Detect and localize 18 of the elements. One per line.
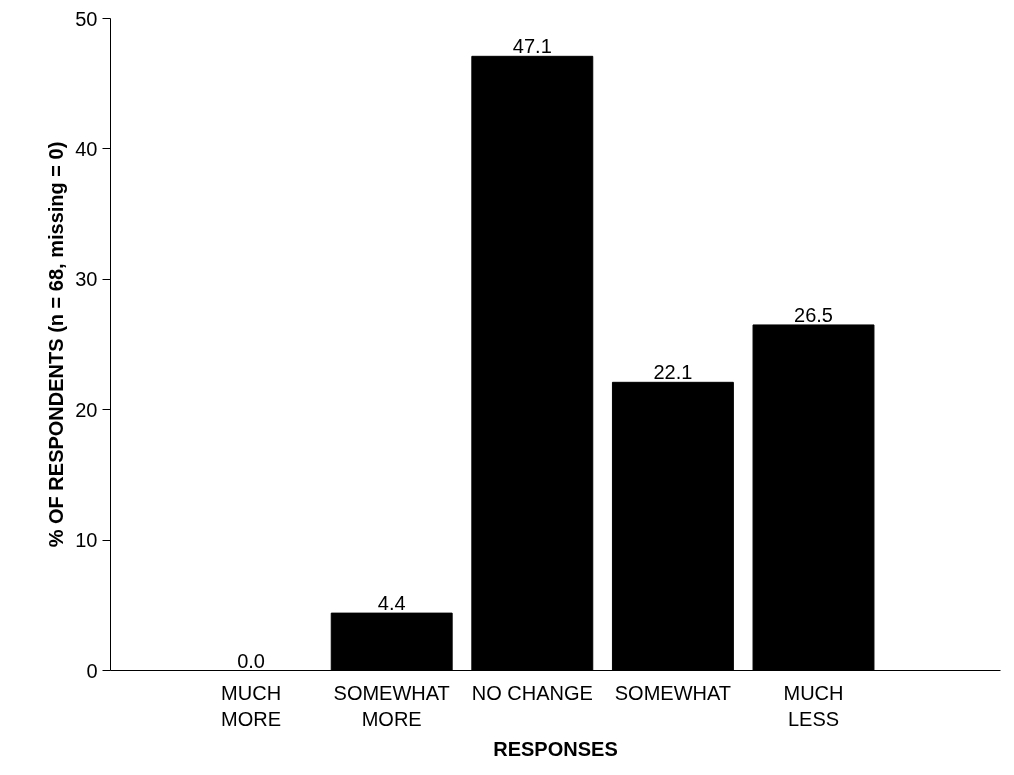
- data-label: 4.4: [377, 592, 406, 615]
- data-label: 26.5: [794, 303, 833, 326]
- x-tick-label: MUCH LESS: [783, 681, 844, 730]
- y-tick-label: 30: [75, 268, 98, 291]
- x-tick-label: SOMEWHAT: [614, 681, 732, 704]
- x-tick-label: NO CHANGE: [471, 681, 593, 704]
- y-tick-label: 0: [86, 659, 98, 682]
- y-axis-title: % OF RESPONDENTS (n = 68, missing = 0): [45, 141, 68, 548]
- x-axis-title: RESPONSES: [493, 737, 618, 760]
- data-label: 47.1: [512, 35, 552, 58]
- y-tick-label: 20: [75, 398, 98, 421]
- y-tick-label: 10: [75, 529, 98, 552]
- y-tick-label: 40: [75, 137, 98, 160]
- x-tick-label: SOMEWHAT MORE: [333, 681, 450, 730]
- data-label: 0.0: [237, 649, 266, 672]
- x-tick-label: MUCH MORE: [221, 681, 282, 730]
- data-label: 22.1: [653, 361, 693, 384]
- y-tick-label: 50: [75, 7, 98, 30]
